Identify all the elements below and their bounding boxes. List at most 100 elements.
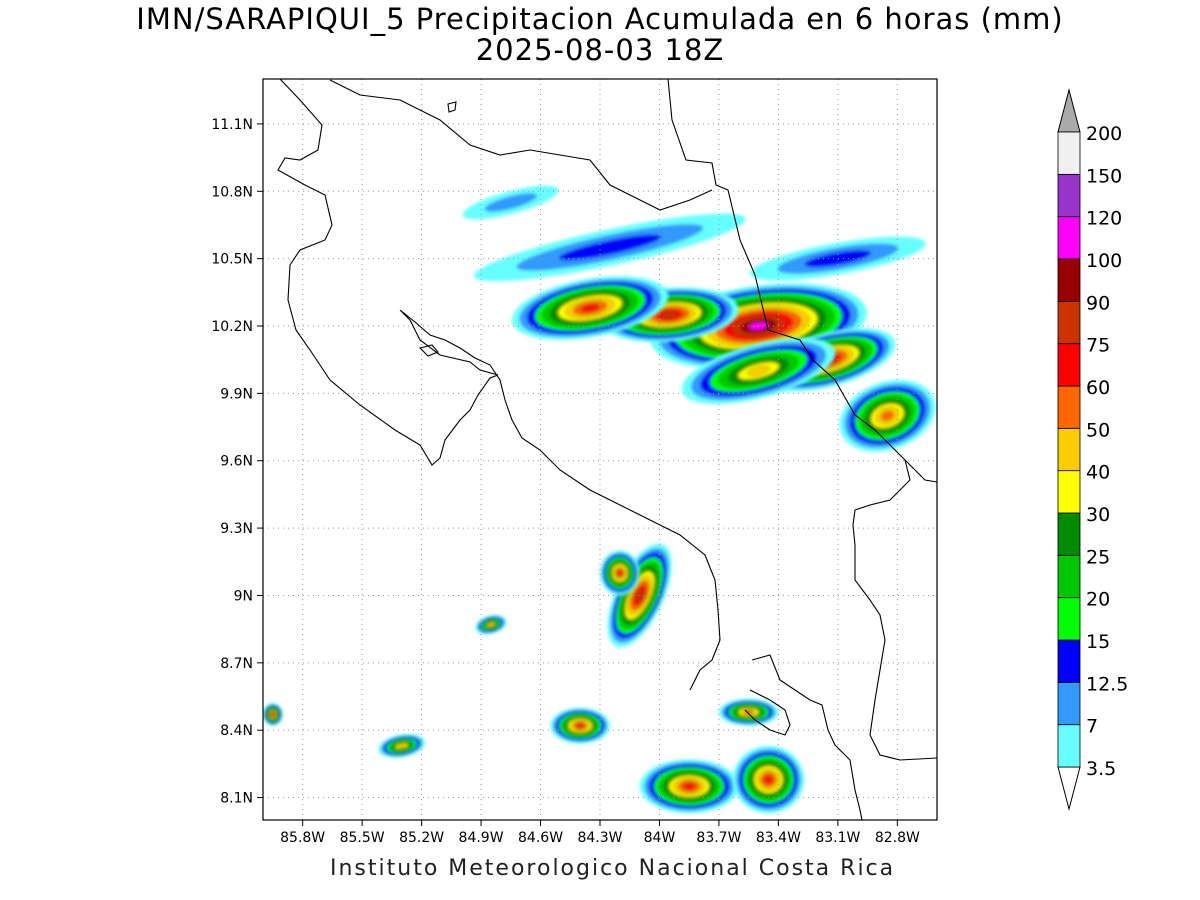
rain-cell bbox=[378, 734, 426, 758]
nicoya-gulf bbox=[399, 309, 721, 691]
rain-contour bbox=[398, 743, 406, 749]
golfo-dulce bbox=[744, 689, 791, 736]
colorbar-label: 120 bbox=[1086, 208, 1122, 230]
chart-date: 2025-08-03 18Z bbox=[475, 33, 725, 67]
institution-footer: Instituto Meteorologico Nacional Costa R… bbox=[330, 856, 896, 881]
lat-tick-label: 8.7N bbox=[220, 656, 253, 672]
rain-cell bbox=[639, 759, 739, 814]
nicaragua-lake-shore bbox=[329, 79, 713, 211]
colorbar-swatch bbox=[1057, 173, 1081, 218]
rain-contour bbox=[764, 775, 773, 784]
colorbar-swatch bbox=[1057, 554, 1081, 599]
lat-tick-label: 10.2N bbox=[211, 319, 253, 335]
colorbar-label: 60 bbox=[1086, 377, 1110, 399]
rain-cell bbox=[511, 276, 669, 340]
lon-tick-label: 83.7W bbox=[696, 830, 741, 846]
colorbar-label: 75 bbox=[1086, 335, 1110, 357]
lon-tick-label: 85.5W bbox=[340, 830, 385, 846]
colorbar-swatch bbox=[1057, 597, 1081, 641]
colorbar-label: 15 bbox=[1086, 631, 1110, 653]
colorbar-label: 150 bbox=[1086, 165, 1122, 187]
colorbar-swatch bbox=[1057, 724, 1081, 768]
rain-contour bbox=[484, 193, 537, 212]
panama-border bbox=[852, 459, 937, 761]
rain-contour bbox=[617, 570, 623, 576]
rain-cell bbox=[475, 615, 507, 635]
lon-tick-label: 82.8W bbox=[875, 830, 920, 846]
colorbar-label: 30 bbox=[1086, 504, 1110, 526]
colorbar-swatch bbox=[1057, 385, 1081, 429]
colorbar-label: 20 bbox=[1086, 589, 1110, 611]
lat-tick-label: 9.3N bbox=[220, 521, 253, 537]
rain-cell bbox=[681, 337, 836, 405]
rain-contour bbox=[580, 304, 600, 312]
rain-cell bbox=[749, 236, 926, 281]
rain-contour bbox=[880, 410, 894, 421]
rain-contour bbox=[576, 723, 584, 729]
precipitation-field bbox=[263, 185, 936, 814]
colorbar-swatch bbox=[1057, 639, 1081, 683]
colorbar-label: 100 bbox=[1086, 250, 1122, 272]
lon-tick-label: 83.1W bbox=[815, 830, 860, 846]
lat-tick-label: 10.5N bbox=[211, 252, 253, 268]
axis-ticks: 85.8W 85.5W 85.2W 84.9W 84.6W 84.3W 84W 83.7W 83… bbox=[211, 117, 920, 846]
island-north bbox=[447, 101, 457, 113]
rain-cell bbox=[839, 379, 936, 452]
lat-tick-label: 11.1N bbox=[211, 117, 253, 133]
colorbar-label: 12.5 bbox=[1086, 673, 1128, 695]
colorbar-label: 25 bbox=[1086, 546, 1110, 568]
rain-cell bbox=[718, 698, 779, 726]
colorbar-max-arrow bbox=[1057, 88, 1081, 133]
colorbar-swatch bbox=[1057, 258, 1081, 302]
rain-cell bbox=[607, 543, 672, 648]
rain-contour bbox=[747, 365, 771, 376]
island bbox=[418, 344, 439, 357]
colorbar-min-arrow bbox=[1057, 766, 1081, 811]
colorbar-swatch bbox=[1057, 300, 1081, 345]
rain-cell bbox=[550, 707, 610, 744]
colorbar-swatch bbox=[1057, 470, 1081, 514]
colorbar-label: 3.5 bbox=[1086, 758, 1116, 780]
lat-tick-label: 8.1N bbox=[220, 791, 253, 807]
lon-tick-label: 84W bbox=[644, 830, 676, 846]
lon-tick-label: 83.4W bbox=[756, 830, 801, 846]
colorbar-swatch bbox=[1057, 681, 1081, 726]
colorbar-swatch bbox=[1057, 131, 1081, 175]
lat-tick-label: 9.9N bbox=[220, 386, 253, 402]
rain-contour bbox=[270, 712, 276, 717]
lon-tick-label: 85.8W bbox=[280, 830, 325, 846]
rain-contour bbox=[804, 250, 872, 268]
colorbar-label: 200 bbox=[1086, 123, 1122, 145]
colorbar-swatch bbox=[1057, 343, 1081, 387]
colorbar-label: 40 bbox=[1086, 462, 1110, 484]
colorbar-swatch bbox=[1057, 427, 1081, 472]
lat-tick-label: 10.8N bbox=[211, 184, 253, 200]
colorbar-label: 7 bbox=[1086, 716, 1098, 738]
osa-peninsula bbox=[751, 654, 863, 820]
colorbar-swatch bbox=[1057, 216, 1081, 260]
lat-tick-label: 9N bbox=[234, 588, 253, 604]
rain-cell bbox=[600, 550, 640, 596]
lat-tick-label: 8.4N bbox=[220, 723, 253, 739]
rain-contour bbox=[488, 622, 494, 627]
rain-contour bbox=[558, 234, 662, 261]
lon-tick-label: 84.9W bbox=[459, 830, 504, 846]
gridlines bbox=[263, 79, 937, 820]
colorbar-label: 50 bbox=[1086, 419, 1110, 441]
chart-title: IMN/SARAPIQUI_5 Precipitacion Acumulada … bbox=[136, 2, 1064, 36]
lon-tick-label: 84.3W bbox=[577, 830, 622, 846]
lon-tick-label: 84.6W bbox=[518, 830, 563, 846]
colorbar: 3.5 7 12.5 15 20 25 30 40 50 60 75 90 100 120 150 200 bbox=[1057, 88, 1128, 811]
rain-cell bbox=[263, 703, 283, 726]
rain-cell bbox=[732, 745, 805, 814]
colorbar-label: 90 bbox=[1086, 292, 1110, 314]
caribbean-coast bbox=[667, 79, 937, 483]
lon-tick-label: 85.2W bbox=[399, 830, 444, 846]
pacific-coast-north bbox=[277, 79, 499, 466]
rain-contour bbox=[683, 782, 696, 790]
lat-tick-label: 9.6N bbox=[220, 454, 253, 470]
rain-cell bbox=[462, 185, 559, 220]
rain-contour bbox=[636, 589, 644, 602]
coastline bbox=[277, 79, 937, 820]
